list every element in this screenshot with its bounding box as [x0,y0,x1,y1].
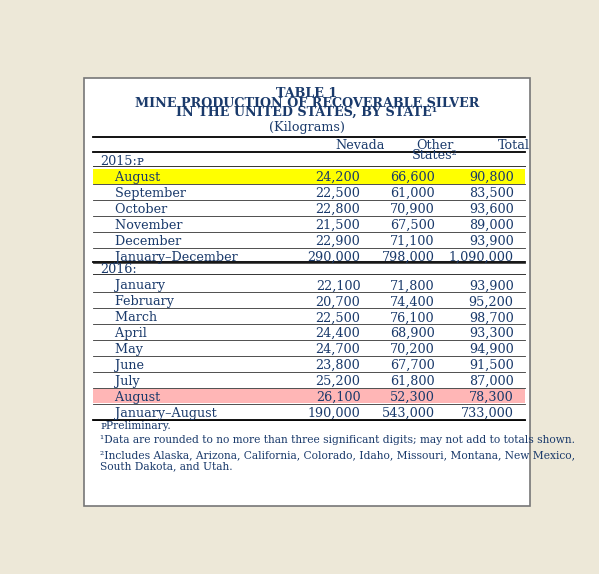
Text: 93,600: 93,600 [469,203,513,216]
Text: 24,200: 24,200 [316,171,361,184]
Text: January–August: January–August [103,407,216,420]
Text: 23,800: 23,800 [316,359,361,372]
FancyBboxPatch shape [93,169,525,184]
Text: 1,090,000: 1,090,000 [449,250,513,263]
Text: 71,800: 71,800 [390,280,435,293]
Text: 2016:: 2016: [101,262,137,276]
Text: November: November [103,219,182,232]
Text: 543,000: 543,000 [382,407,435,420]
Text: ²Includes Alaska, Arizona, California, Colorado, Idaho, Missouri, Montana, New M: ²Includes Alaska, Arizona, California, C… [101,450,576,471]
Text: 61,800: 61,800 [390,375,435,388]
Text: 83,500: 83,500 [468,187,513,200]
Text: 21,500: 21,500 [316,219,361,232]
Text: August: August [103,171,160,184]
Text: 22,800: 22,800 [316,203,361,216]
Text: 68,900: 68,900 [390,327,435,340]
Text: 733,000: 733,000 [461,407,513,420]
Text: 95,200: 95,200 [468,296,513,308]
Text: 70,200: 70,200 [390,343,435,356]
Text: March: March [103,311,157,324]
Text: 74,400: 74,400 [390,296,435,308]
Text: MINE PRODUCTION OF RECOVERABLE SILVER: MINE PRODUCTION OF RECOVERABLE SILVER [135,97,479,110]
Text: April: April [103,327,147,340]
Text: 2015:ᴘ: 2015:ᴘ [101,154,144,168]
Text: Other: Other [416,139,453,152]
Text: 78,300: 78,300 [469,391,513,404]
Text: July: July [103,375,140,388]
Text: 52,300: 52,300 [390,391,435,404]
Text: ¹Data are rounded to no more than three significant digits; may not add to total: ¹Data are rounded to no more than three … [101,435,576,445]
Text: 89,000: 89,000 [469,219,513,232]
Text: 87,000: 87,000 [469,375,513,388]
Text: States²: States² [412,149,458,162]
Text: 61,000: 61,000 [390,187,435,200]
Text: December: December [103,235,181,247]
Text: 67,700: 67,700 [390,359,435,372]
Text: 22,500: 22,500 [316,311,361,324]
Text: Total: Total [498,139,530,152]
FancyBboxPatch shape [93,389,525,404]
Text: 76,100: 76,100 [390,311,435,324]
Text: 71,100: 71,100 [390,235,435,247]
Text: 22,900: 22,900 [316,235,361,247]
Text: 90,800: 90,800 [469,171,513,184]
Text: ᴘPreliminary.: ᴘPreliminary. [101,421,171,430]
Text: 26,100: 26,100 [316,391,361,404]
Text: TABLE 1: TABLE 1 [276,87,338,100]
Text: (Kilograms): (Kilograms) [269,121,345,134]
Text: 98,700: 98,700 [469,311,513,324]
Text: May: May [103,343,143,356]
Text: Nevada: Nevada [335,139,385,152]
Text: 24,700: 24,700 [316,343,361,356]
Text: 24,400: 24,400 [316,327,361,340]
Text: September: September [103,187,186,200]
Text: February: February [103,296,174,308]
Text: 93,300: 93,300 [469,327,513,340]
Text: August: August [103,391,160,404]
Text: 798,000: 798,000 [382,250,435,263]
Text: 66,600: 66,600 [390,171,435,184]
Text: IN THE UNITED STATES, BY STATE¹: IN THE UNITED STATES, BY STATE¹ [176,106,438,119]
Text: 94,900: 94,900 [469,343,513,356]
Text: October: October [103,203,167,216]
Text: 22,100: 22,100 [316,280,361,293]
Text: 22,500: 22,500 [316,187,361,200]
Text: 93,900: 93,900 [469,280,513,293]
Text: 93,900: 93,900 [469,235,513,247]
Text: 67,500: 67,500 [390,219,435,232]
Text: 190,000: 190,000 [308,407,361,420]
FancyBboxPatch shape [84,77,530,506]
Text: 290,000: 290,000 [307,250,361,263]
Text: June: June [103,359,144,372]
Text: January–December: January–December [103,250,237,263]
Text: 20,700: 20,700 [316,296,361,308]
Text: 70,900: 70,900 [390,203,435,216]
Text: January: January [103,280,165,293]
Text: 25,200: 25,200 [316,375,361,388]
Text: 91,500: 91,500 [469,359,513,372]
